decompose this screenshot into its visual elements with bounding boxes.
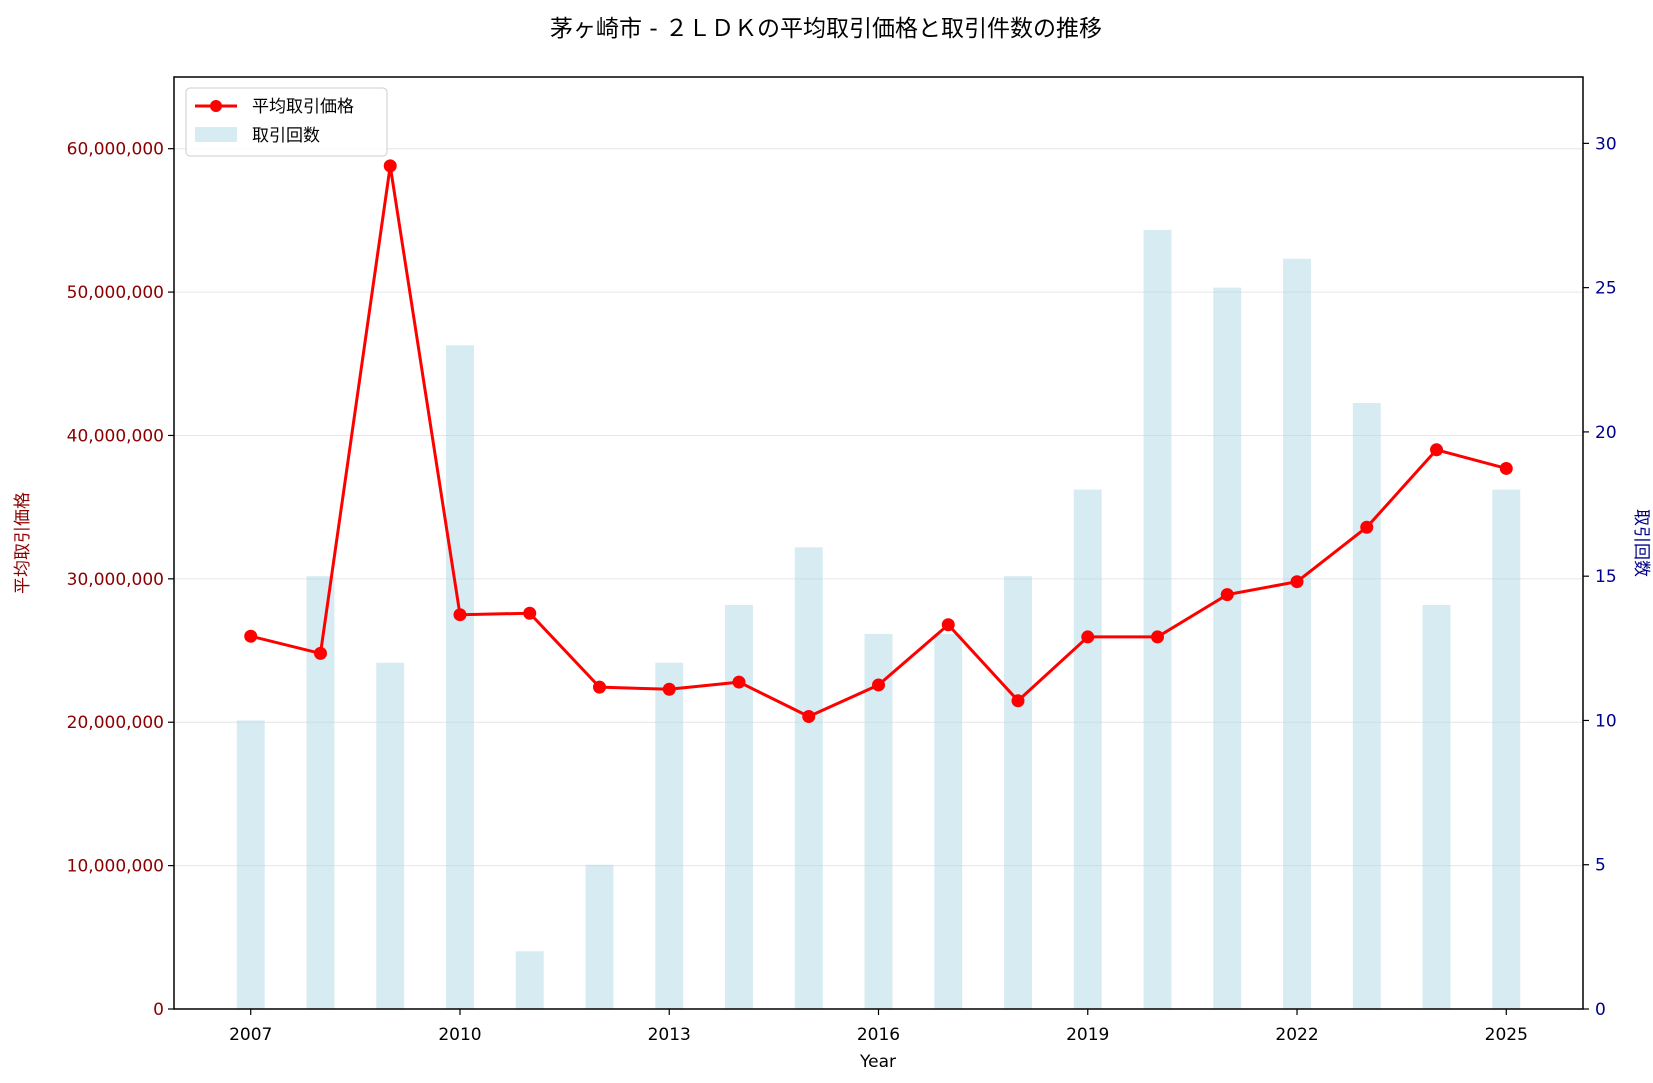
price-point (802, 709, 816, 723)
price-point (592, 680, 606, 694)
count-bar (1492, 489, 1521, 1009)
x-tick-label: 2016 (857, 1025, 900, 1045)
x-tick-label: 2019 (1066, 1025, 1109, 1045)
count-bar (1352, 403, 1381, 1009)
price-point (1499, 461, 1513, 475)
price-point (1011, 694, 1025, 708)
legend-label-price: 平均取引価格 (252, 97, 354, 117)
count-bar (306, 576, 335, 1009)
x-axis-label: Year (859, 1052, 896, 1072)
price-point (244, 629, 258, 643)
count-bar (1213, 287, 1242, 1009)
right-tick-label: 15 (1595, 567, 1617, 587)
price-point (1430, 443, 1444, 457)
legend-bar-swatch (195, 127, 237, 142)
price-point (383, 159, 397, 173)
left-tick-label: 60,000,000 (67, 140, 164, 160)
left-tick-label: 50,000,000 (67, 283, 164, 303)
y-axis-label-left: 平均取引価格 (13, 492, 33, 594)
x-tick-label: 2022 (1275, 1025, 1318, 1045)
price-point (1220, 588, 1234, 602)
right-tick-label: 10 (1595, 711, 1617, 731)
count-bar (1073, 489, 1102, 1009)
price-point (453, 608, 467, 622)
count-bar (376, 662, 405, 1009)
points-layer (244, 159, 1513, 723)
left-tick-label: 20,000,000 (67, 713, 164, 733)
count-bar (934, 633, 963, 1009)
bars-layer (236, 229, 1521, 1010)
x-tick-label: 2025 (1485, 1025, 1528, 1045)
right-tick-label: 25 (1595, 279, 1617, 299)
left-tick-label: 40,000,000 (67, 426, 164, 446)
count-bar (1143, 229, 1172, 1010)
left-axis-ticks: 0 10,000,000 20,000,000 30,000,000 40,000,00… (67, 140, 174, 1020)
count-bar (655, 662, 684, 1009)
right-axis-ticks: 0 5 10 15 20 25 30 (1583, 134, 1617, 1020)
chart-title: 茅ヶ崎市 - ２ＬＤＫの平均取引価格と取引件数の推移 (550, 16, 1102, 42)
right-tick-label: 5 (1595, 856, 1606, 876)
count-bar (515, 951, 544, 1009)
price-point (1290, 575, 1304, 589)
left-tick-label: 10,000,000 (67, 857, 164, 877)
count-bar (725, 605, 753, 1009)
x-tick-label: 2007 (229, 1025, 272, 1045)
price-point (1151, 630, 1165, 644)
legend-label-count: 取引回数 (252, 126, 320, 146)
left-tick-label: 30,000,000 (67, 570, 164, 590)
price-point (313, 646, 327, 660)
count-bar (794, 547, 823, 1009)
y-axis-label-right: 取引回数 (1631, 509, 1651, 577)
price-point (732, 675, 746, 689)
x-tick-label: 2010 (438, 1025, 481, 1045)
right-tick-label: 20 (1595, 423, 1617, 443)
price-point (941, 618, 955, 632)
count-bar (1422, 605, 1451, 1009)
count-bar (236, 720, 265, 1009)
left-tick-label: 0 (153, 1000, 164, 1020)
price-point (662, 682, 676, 696)
price-point (1360, 520, 1374, 534)
count-bar (585, 864, 614, 1009)
x-tick-label: 2013 (648, 1025, 691, 1045)
x-axis-ticks: 2007 2010 2013 2016 2019 2022 2025 (229, 1009, 1528, 1045)
right-tick-label: 30 (1595, 134, 1617, 154)
count-bar (864, 633, 893, 1009)
price-point (523, 606, 537, 620)
count-bar (1004, 576, 1032, 1009)
price-point (872, 678, 885, 692)
count-bar (446, 345, 474, 1009)
price-point (1081, 630, 1095, 644)
legend: 平均取引価格 取引回数 (185, 87, 388, 157)
right-tick-label: 0 (1595, 1000, 1606, 1020)
legend-line-marker (210, 100, 222, 112)
count-bar (1283, 258, 1311, 1009)
